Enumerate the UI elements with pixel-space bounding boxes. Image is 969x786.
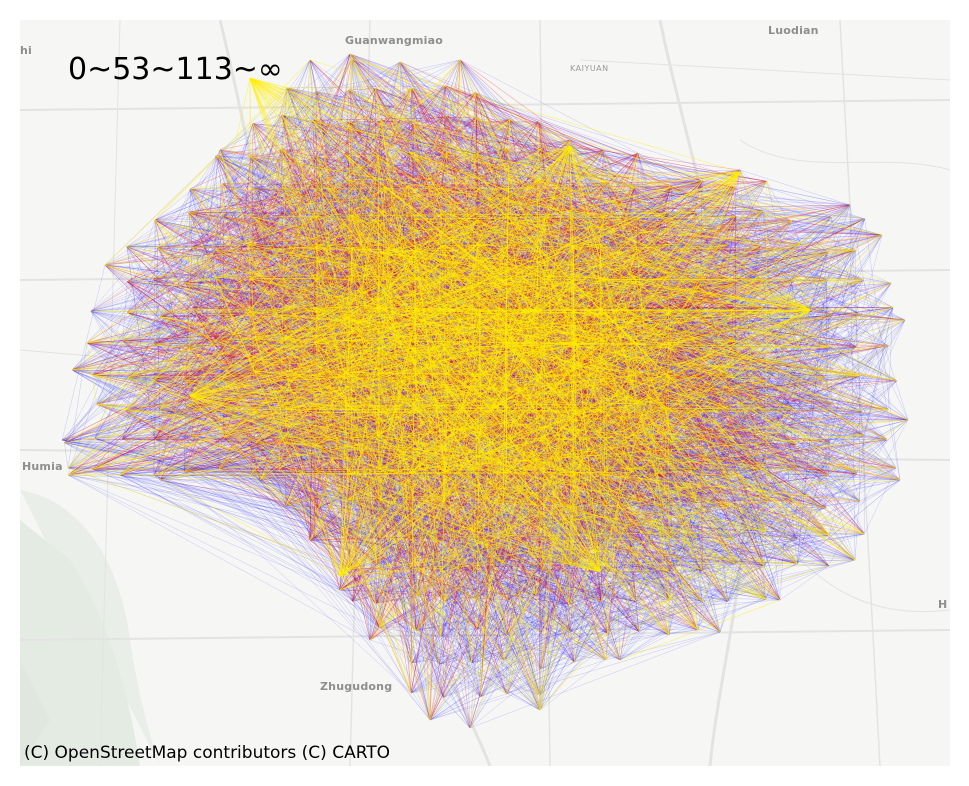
legend-thresholds: 0~53~113~∞ [68,52,283,87]
place-label-kaiyuan: KAIYUAN [570,64,609,73]
place-label-zhugudong: Zhugudong [320,680,393,693]
od-flow-network [61,53,909,729]
place-label-humia: Humia [22,460,63,473]
map-frame[interactable]: Guanwangmiao KAIYUAN Luodian Humia Zhugu… [20,20,950,766]
place-label-guanwangmiao: Guanwangmiao [345,34,444,47]
place-label-luodian: Luodian [768,24,819,37]
map-attribution: (C) OpenStreetMap contributors (C) CARTO [24,743,391,763]
place-label-hi: hi [20,44,33,57]
basemap-svg [20,20,950,766]
place-label-h: H [938,598,948,611]
